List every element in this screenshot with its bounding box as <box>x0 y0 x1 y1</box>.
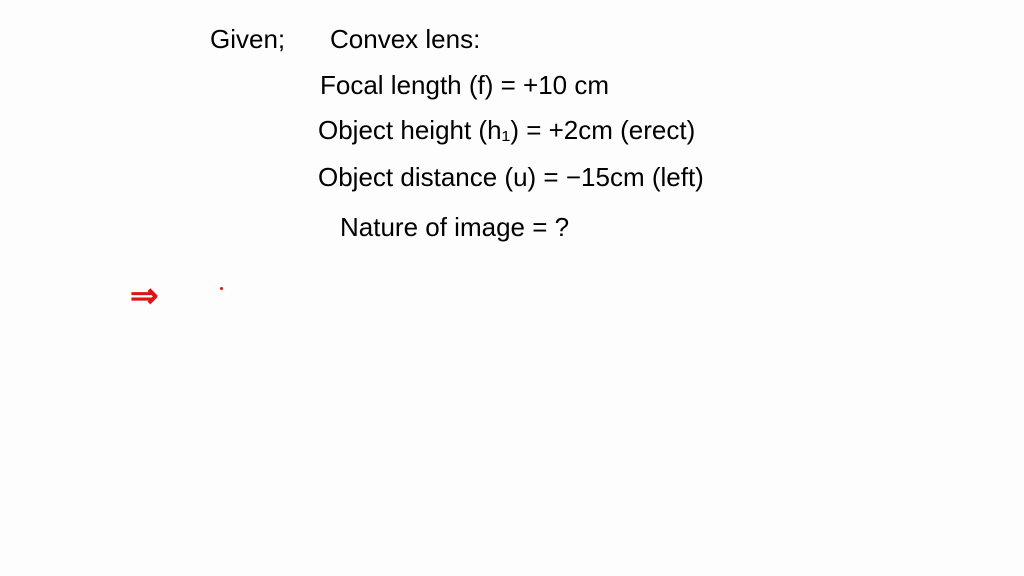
nature-of-image-line: Nature of image = ? <box>340 212 569 243</box>
object-height-line: Object height (h₁) = +2cm (erect) <box>318 115 695 146</box>
given-label: Given; <box>210 24 285 55</box>
arrow-icon: ⇒ <box>130 276 159 316</box>
title-text: Convex lens: <box>330 24 480 55</box>
object-distance-line: Object distance (u) = −15cm (left) <box>318 162 704 193</box>
focal-length-line: Focal length (f) = +10 cm <box>320 70 609 101</box>
red-dot-icon <box>220 287 223 290</box>
